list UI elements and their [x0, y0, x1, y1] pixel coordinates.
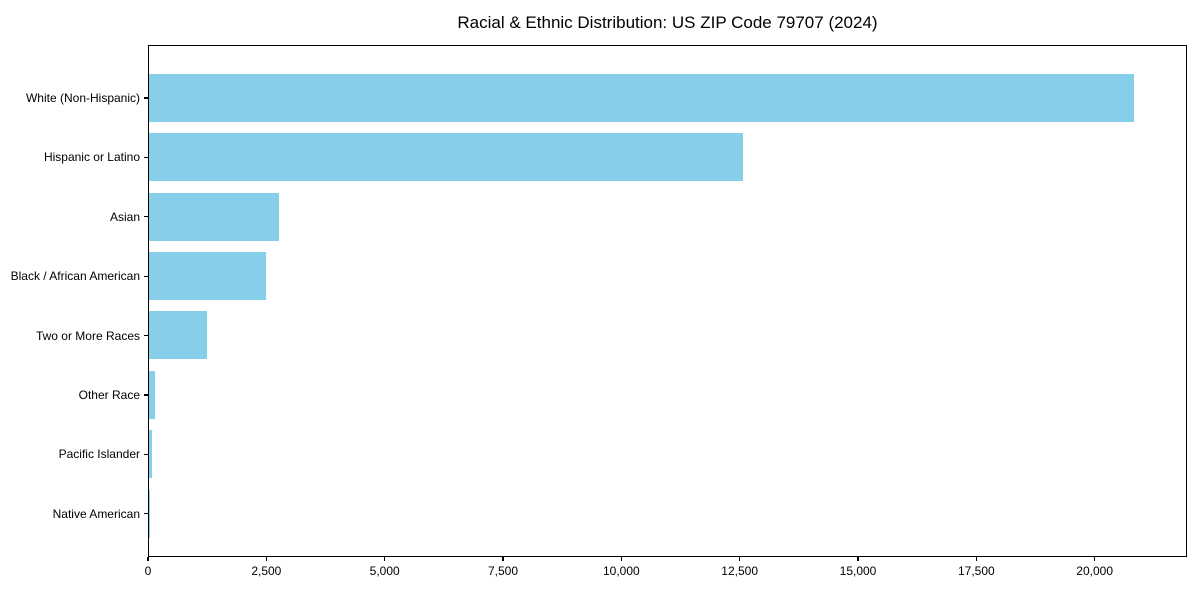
x-tick-label: 12,500	[721, 564, 759, 578]
x-tick-label: 10,000	[602, 564, 640, 578]
x-axis-tick	[975, 557, 977, 561]
x-axis-tick	[1094, 557, 1096, 561]
x-tick-label: 20,000	[1076, 564, 1114, 578]
bar	[149, 133, 744, 182]
category-label: Pacific Islander	[58, 447, 140, 462]
y-axis-tick	[144, 216, 148, 218]
y-axis-tick	[144, 453, 148, 455]
x-tick-label: 7,500	[487, 564, 519, 578]
category-label: Asian	[109, 209, 140, 224]
bar	[149, 430, 153, 479]
x-tick-label: 5,000	[369, 564, 400, 578]
y-axis-tick	[144, 156, 148, 158]
bar	[149, 311, 207, 360]
x-axis-tick	[265, 557, 267, 561]
x-tick-label: 15,000	[839, 564, 877, 578]
x-axis-tick	[857, 557, 859, 561]
bar	[149, 73, 1134, 122]
y-axis-tick	[144, 97, 148, 99]
x-tick-label: 17,500	[957, 564, 995, 578]
chart-title: Racial & Ethnic Distribution: US ZIP Cod…	[457, 13, 878, 32]
plot-area	[148, 45, 1187, 557]
x-axis-tick	[384, 557, 386, 561]
category-label: Other Race	[78, 388, 140, 402]
x-tick-label: 2,500	[251, 564, 282, 578]
y-axis-tick	[144, 394, 148, 396]
category-label: Two or More Races	[35, 328, 140, 343]
x-axis-tick	[739, 557, 741, 561]
x-axis-tick	[147, 557, 149, 561]
x-axis-tick	[502, 557, 504, 561]
x-axis-tick	[620, 557, 622, 561]
bar	[149, 489, 150, 538]
y-axis-tick	[144, 513, 148, 515]
category-label: Hispanic or Latino	[43, 150, 140, 165]
bar	[149, 192, 279, 241]
y-axis-tick	[144, 335, 148, 337]
category-label: White (Non-Hispanic)	[25, 91, 140, 105]
bar	[149, 252, 267, 300]
category-label: Native American	[52, 506, 140, 521]
x-tick-label: 0	[144, 564, 152, 578]
category-label: Black / African American	[10, 269, 140, 284]
y-axis-tick	[144, 275, 148, 277]
bar	[149, 370, 156, 419]
